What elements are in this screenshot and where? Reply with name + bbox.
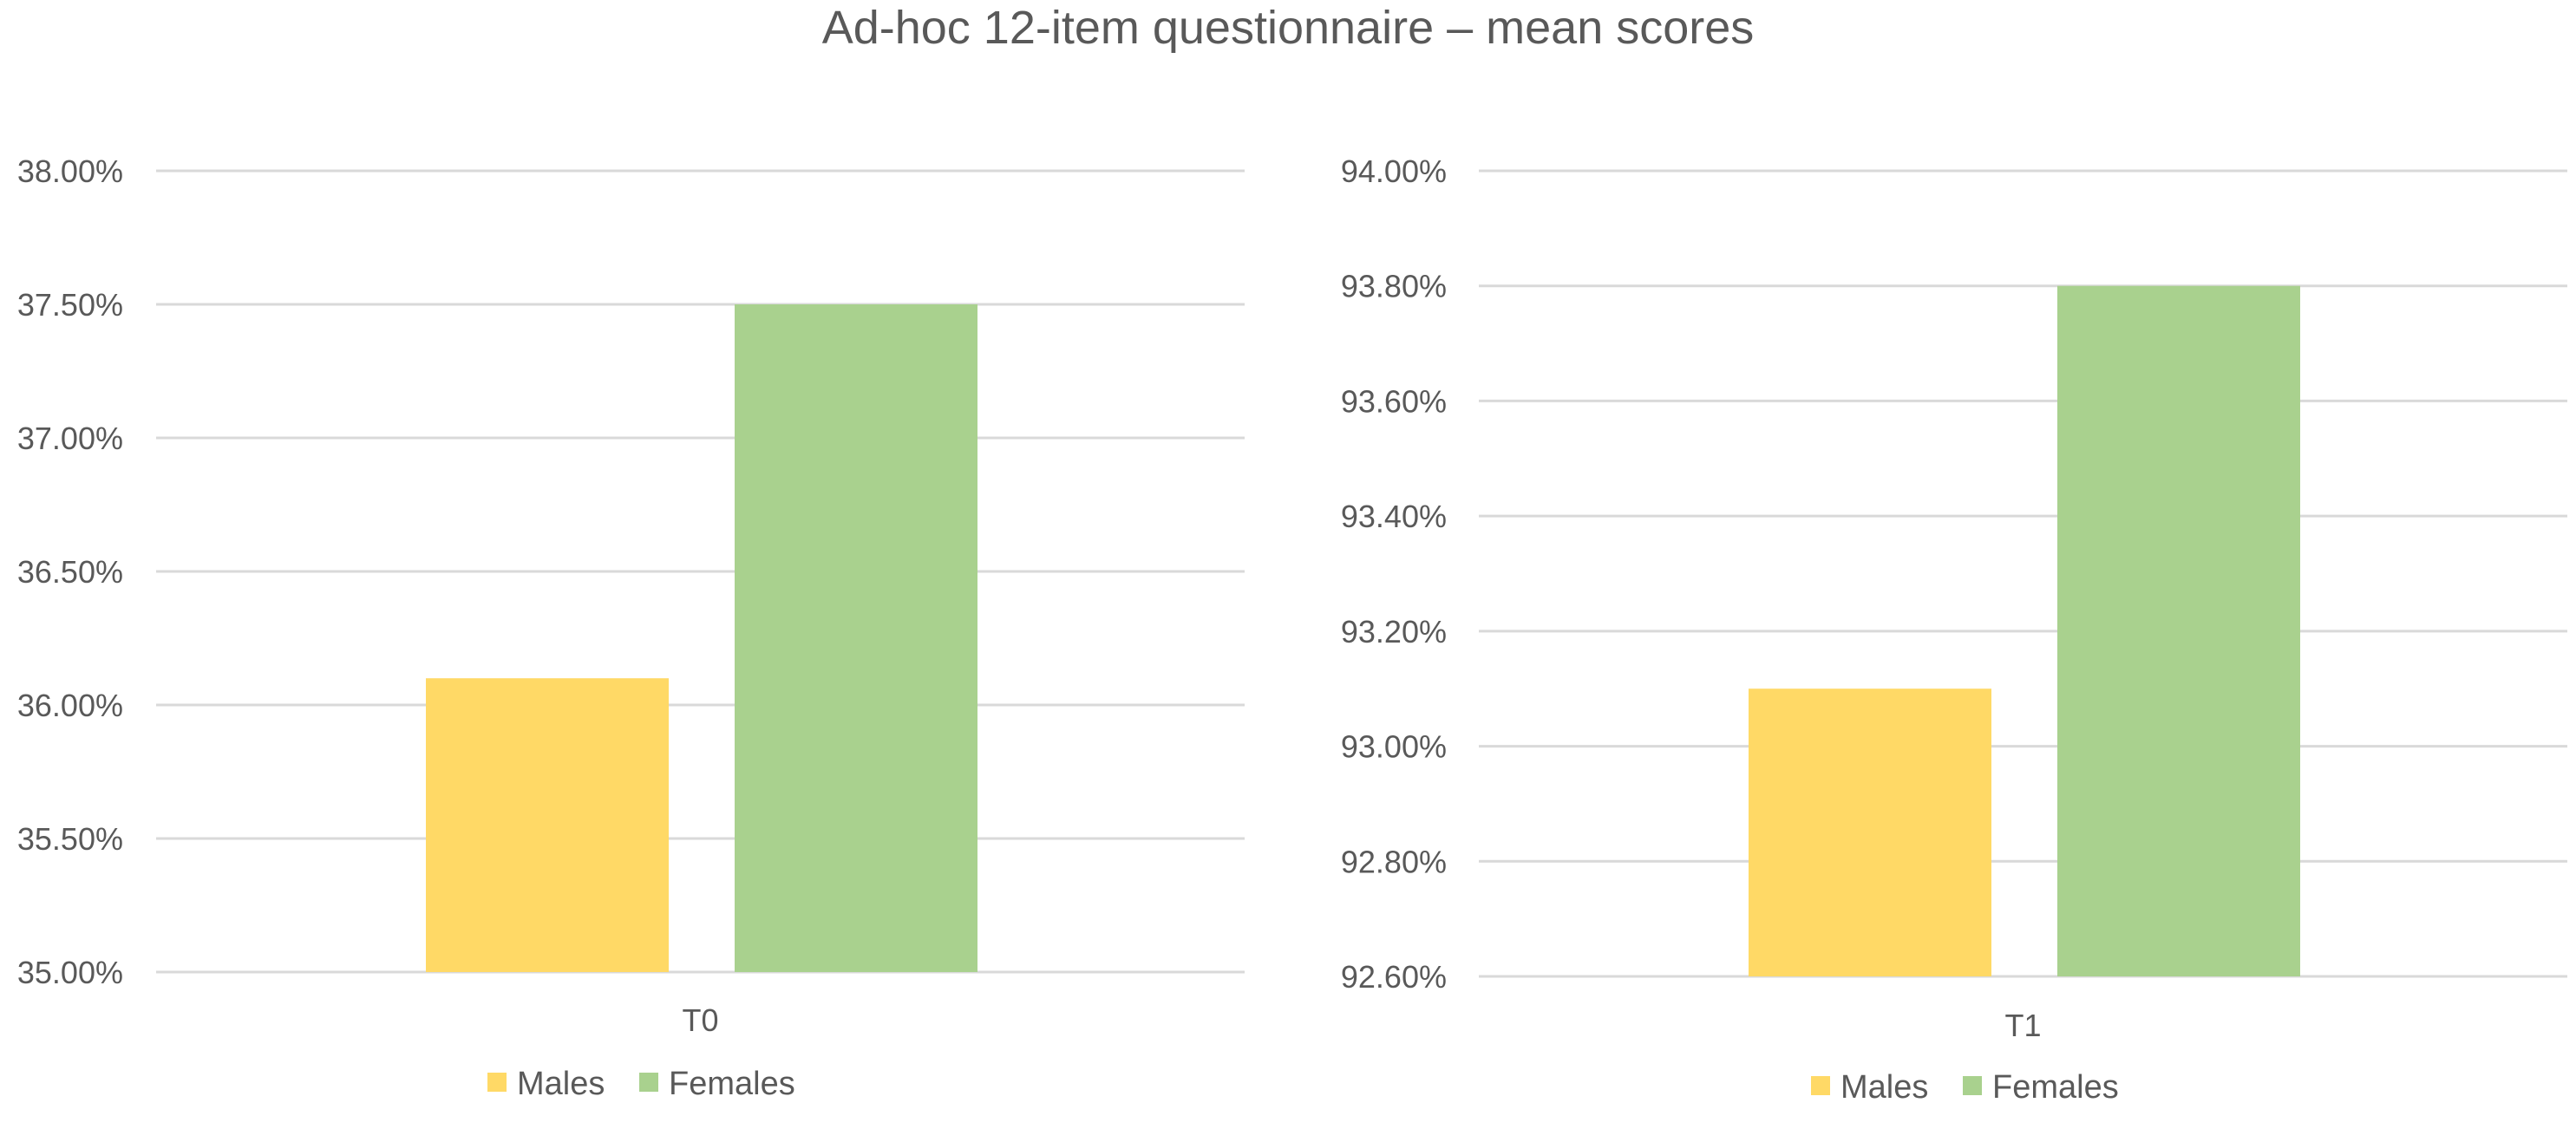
y-tick-label: 36.00% (17, 688, 123, 723)
legend-swatch-males (487, 1073, 507, 1092)
y-tick-label: 35.00% (17, 955, 123, 990)
x-category-label: T0 (682, 1002, 718, 1038)
legend-swatch-males (1811, 1076, 1830, 1095)
y-tick-label: 93.80% (1341, 269, 1447, 304)
y-tick-label: 94.00% (1341, 153, 1447, 189)
y-tick-label: 38.00% (17, 153, 123, 189)
y-tick-label: 37.00% (17, 421, 123, 456)
legend-label-males: Males (517, 1066, 605, 1102)
x-category-label: T1 (2004, 1008, 2041, 1043)
bar-females (735, 304, 977, 972)
y-tick-label: 93.60% (1341, 383, 1447, 419)
y-tick-label: 92.80% (1341, 844, 1447, 879)
y-tick-label: 36.50% (17, 554, 123, 590)
y-tick-label: 93.20% (1341, 614, 1447, 649)
y-tick-label: 93.00% (1341, 729, 1447, 765)
y-tick-label: 35.50% (17, 821, 123, 857)
bar-females (2057, 285, 2300, 976)
y-tick-label: 37.50% (17, 287, 123, 323)
y-tick-label: 93.40% (1341, 499, 1447, 534)
legend-label-females: Females (1992, 1069, 2119, 1106)
legend-swatch-females (1963, 1076, 1982, 1095)
chart-title: Ad-hoc 12-item questionnaire – mean scor… (821, 2, 1755, 54)
legend-label-males: Males (1840, 1069, 1928, 1106)
bar-males (1749, 688, 1991, 976)
bar-males (426, 678, 669, 972)
legend-label-females: Females (669, 1066, 795, 1102)
legend-swatch-females (639, 1073, 658, 1092)
y-tick-label: 92.60% (1341, 959, 1447, 995)
